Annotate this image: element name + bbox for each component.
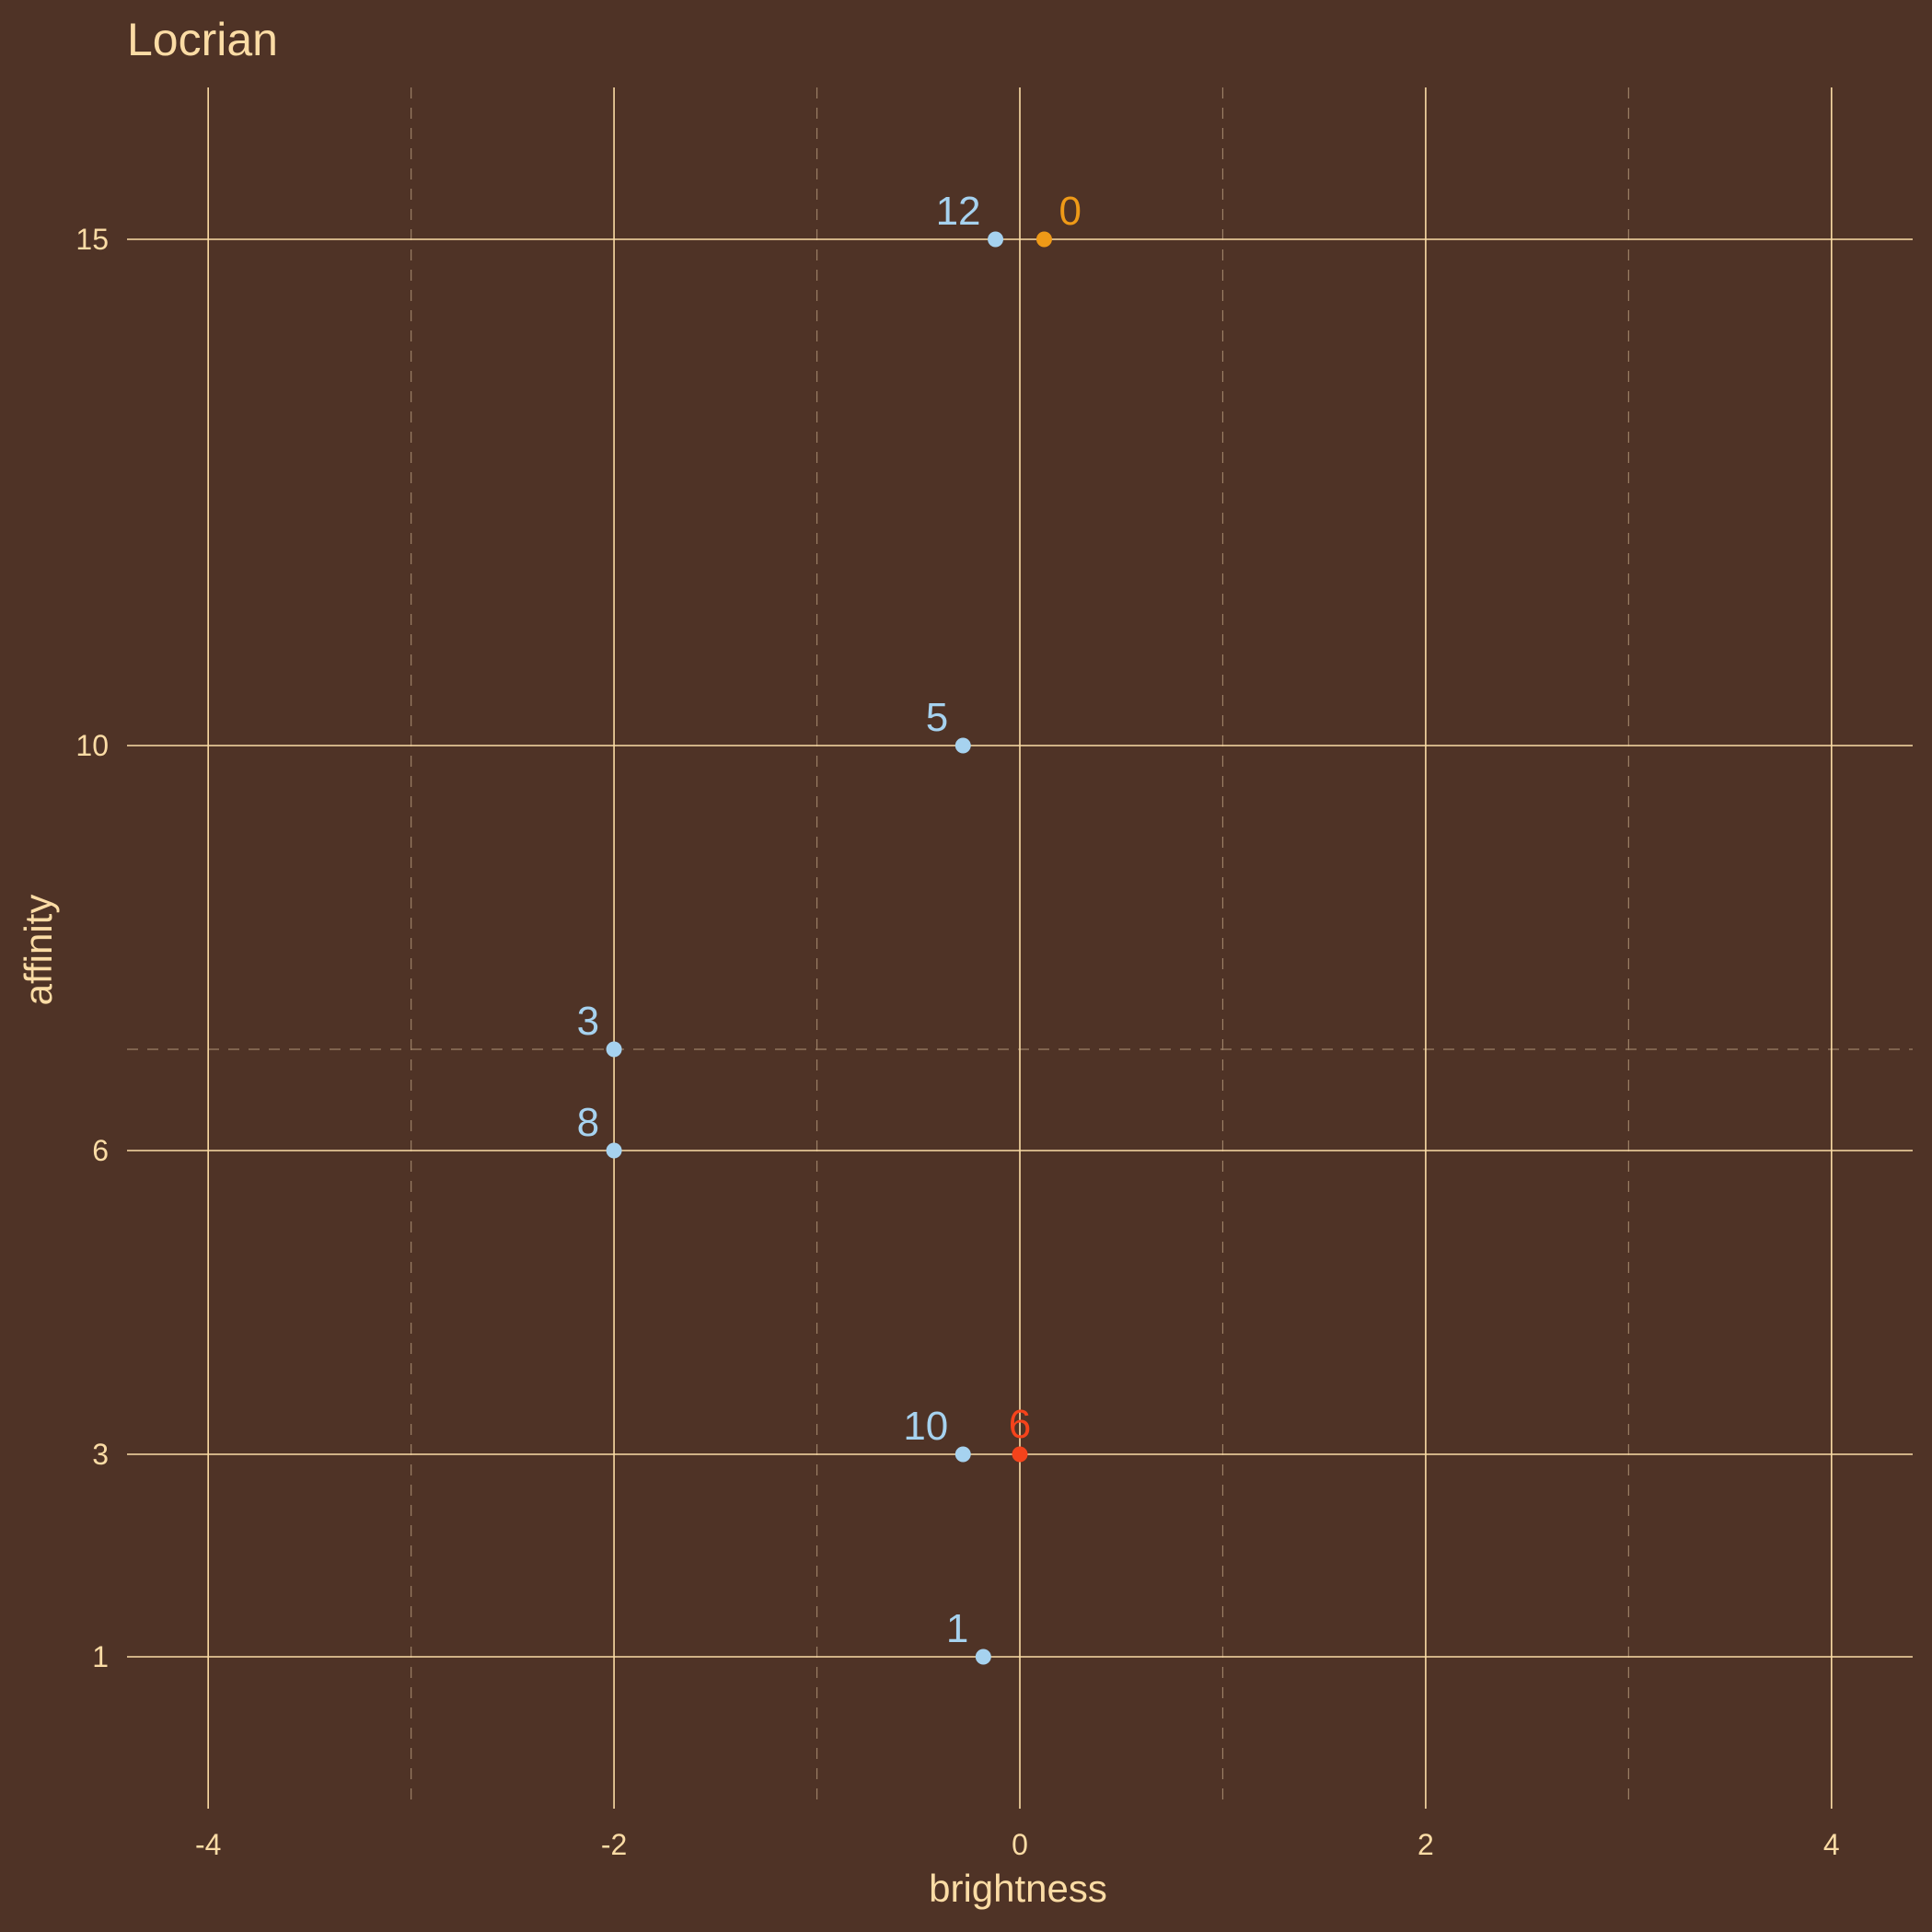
point-label: 12 — [936, 189, 981, 234]
data-point — [1012, 1446, 1028, 1463]
data-point — [606, 1142, 622, 1159]
y-tick-label: 1 — [92, 1640, 109, 1673]
y-tick-label: 3 — [92, 1438, 109, 1471]
x-tick-label: -4 — [195, 1828, 221, 1861]
point-label: 3 — [577, 999, 599, 1044]
x-tick-label: 0 — [1012, 1828, 1028, 1861]
chart-title: Locrian — [127, 14, 278, 65]
point-label: 6 — [1009, 1402, 1031, 1447]
point-label: 0 — [1059, 189, 1081, 234]
x-tick-label: 2 — [1417, 1828, 1434, 1861]
data-point — [1035, 231, 1052, 248]
data-point — [975, 1649, 991, 1665]
data-point — [988, 231, 1004, 248]
point-layer: 0 12 5 3 8 10 6 1 — [577, 189, 1082, 1665]
point-label: 5 — [926, 695, 948, 740]
data-point — [954, 1446, 971, 1463]
point-label: 1 — [946, 1606, 968, 1651]
y-tick-label: 15 — [75, 223, 109, 256]
data-point — [954, 737, 971, 754]
data-point — [606, 1041, 622, 1058]
x-tick-label: -2 — [601, 1828, 627, 1861]
x-axis-title: brightness — [929, 1867, 1107, 1910]
x-tick-label: 4 — [1823, 1828, 1840, 1861]
point-label: 8 — [577, 1100, 599, 1145]
y-tick-label: 10 — [75, 729, 109, 762]
point-label: 10 — [903, 1404, 948, 1449]
y-tick-label: 6 — [92, 1134, 109, 1167]
y-axis-title: affinity — [17, 895, 60, 1006]
